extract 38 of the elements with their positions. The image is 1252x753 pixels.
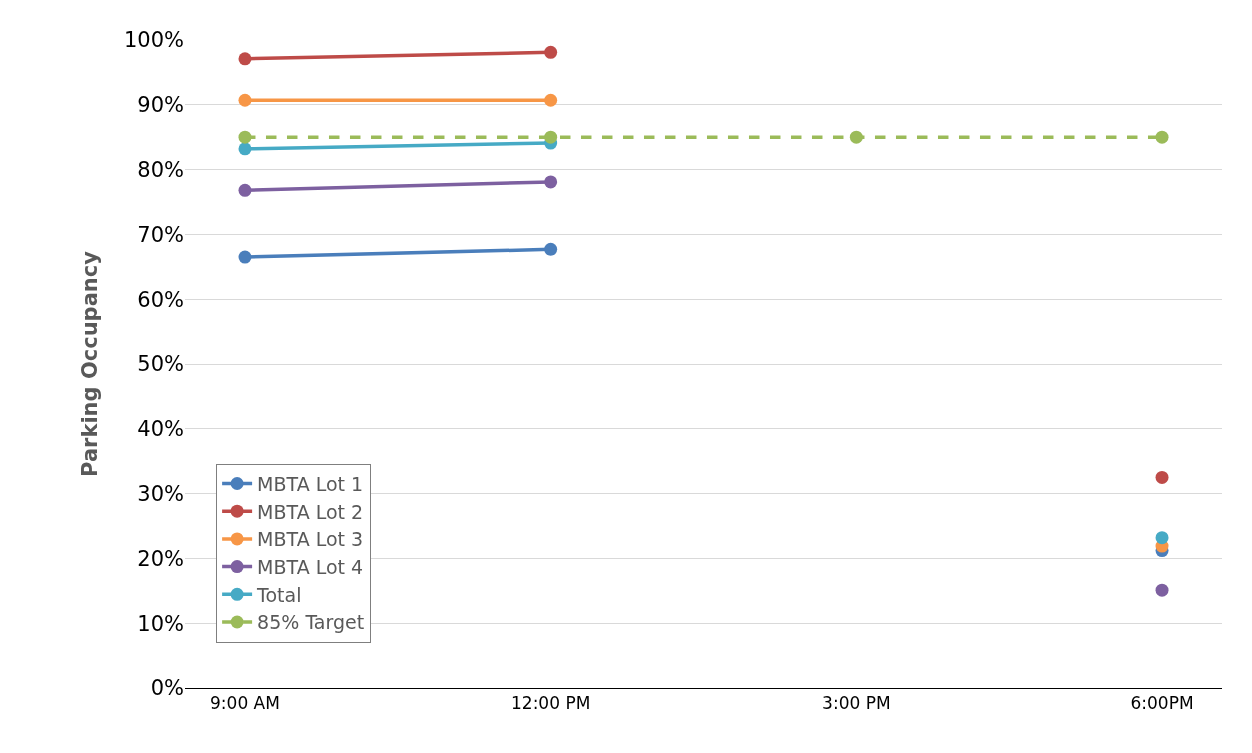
y-tick-label: 80%	[137, 157, 184, 182]
point	[544, 242, 558, 256]
point	[238, 130, 252, 144]
point	[849, 130, 863, 144]
x-tick-label: 6:00PM	[1130, 693, 1194, 714]
y-tick-label: 50%	[137, 352, 184, 377]
y-tick-label: 40%	[137, 417, 184, 442]
y-tick-label: 0%	[150, 676, 184, 701]
legend-label: MBTA Lot 2	[257, 500, 364, 523]
y-tick-label: 90%	[137, 93, 184, 118]
y-tick-label: 20%	[137, 546, 184, 571]
point	[544, 130, 558, 144]
point	[238, 183, 252, 197]
y-tick-label: 10%	[137, 611, 184, 636]
y-axis-title: Parking Occupancy	[78, 250, 103, 477]
point	[544, 93, 558, 107]
point	[1155, 583, 1169, 597]
y-tick-label: 70%	[137, 222, 184, 247]
y-tick-label: 30%	[137, 481, 184, 506]
legend-label: MBTA Lot 4	[257, 556, 364, 578]
point	[1155, 470, 1169, 484]
legend-label: MBTA Lot 1	[257, 472, 364, 495]
point	[1155, 531, 1169, 545]
point	[1155, 130, 1169, 144]
y-tick-label: 60%	[137, 287, 184, 312]
point	[238, 52, 252, 66]
point	[238, 93, 252, 107]
x-tick-label: 9:00 AM	[210, 693, 280, 714]
point	[238, 250, 252, 264]
y-tick-label: 100%	[123, 28, 184, 53]
x-tick-label: 12:00 PM	[511, 693, 591, 714]
legend-label: MBTA Lot 3	[257, 528, 364, 551]
legend-label: Total	[256, 583, 302, 606]
point	[544, 175, 558, 189]
point	[544, 45, 558, 59]
legend-label: 85% Target	[257, 611, 365, 634]
x-tick-label: 3:00 PM	[822, 693, 891, 714]
point	[238, 142, 252, 156]
